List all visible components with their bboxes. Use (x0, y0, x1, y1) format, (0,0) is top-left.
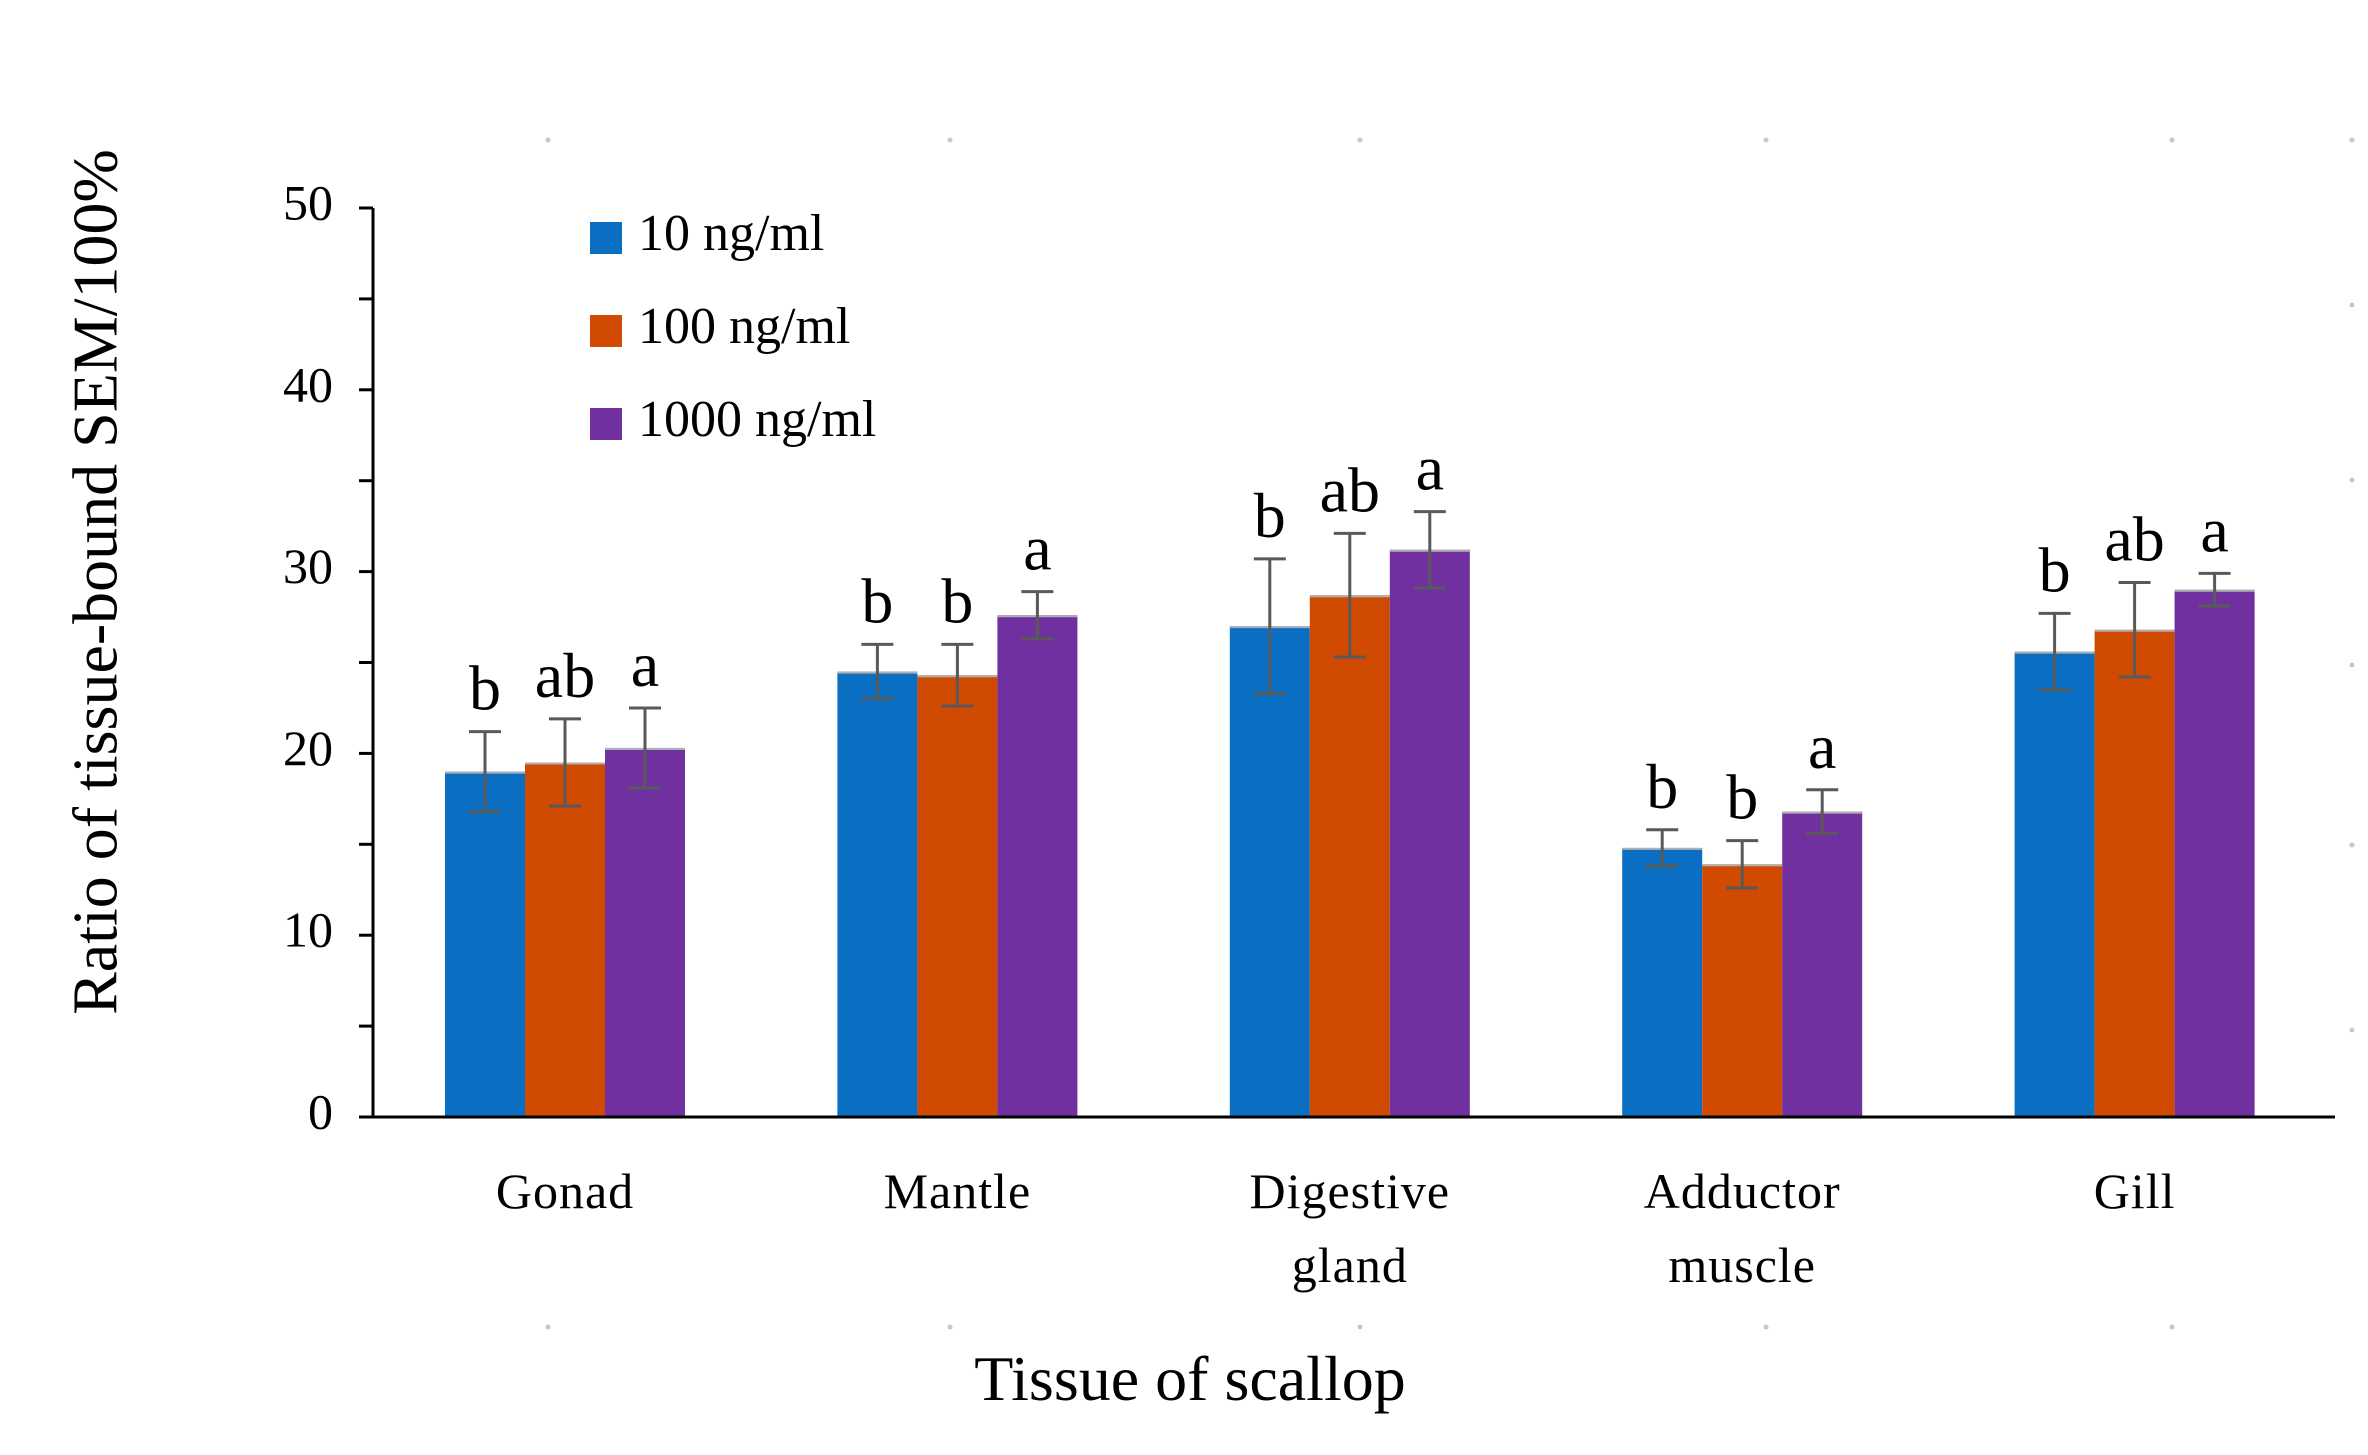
x-tick-label: gland (1292, 1237, 1408, 1293)
y-tick-label: 40 (283, 356, 333, 412)
axes-layer: 0 10 20 30 40 50 Gonad Mantle Digestive gland Addu… (283, 174, 2335, 1293)
grid-dot (947, 1324, 953, 1330)
grid-dot (2169, 1324, 2175, 1330)
y-tick-label: 20 (283, 720, 333, 776)
significance-letter: ab (535, 640, 595, 711)
significance-letter: a (1808, 711, 1836, 782)
y-tick-label: 30 (283, 538, 333, 594)
significance-letter: b (2039, 534, 2071, 605)
bar (1702, 864, 1783, 1117)
bar (605, 747, 685, 1117)
significance-letter: b (1726, 762, 1758, 833)
legend-swatch (590, 408, 622, 440)
x-tick-label: Mantle (884, 1163, 1032, 1219)
significance-letter: b (941, 565, 973, 636)
significance-letter: a (1023, 513, 1051, 584)
bar (2014, 651, 2095, 1117)
grid-dot (1357, 1324, 1363, 1330)
x-tick-label: Gill (2094, 1163, 2176, 1219)
grid-dot (545, 137, 551, 143)
x-tick-label: Adductor (1644, 1163, 1841, 1219)
significance-letter: a (1416, 433, 1444, 504)
significance-letter: b (469, 653, 501, 724)
legend: 10 ng/ml 100 ng/ml 1000 ng/ml (590, 205, 876, 448)
significance-letter: b (1646, 751, 1678, 822)
grid-dot (947, 137, 953, 143)
bar (525, 762, 605, 1117)
legend-label: 10 ng/ml (638, 205, 824, 262)
y-tick-label: 50 (283, 174, 333, 230)
bar (445, 771, 525, 1117)
x-tick-label: Digestive (1249, 1163, 1450, 1219)
legend-label: 100 ng/ml (638, 298, 850, 355)
grid-dot (2349, 302, 2355, 308)
bar (1782, 811, 1863, 1117)
grid-dot (1357, 137, 1363, 143)
bar (917, 675, 998, 1117)
significance-letter: ab (2104, 504, 2164, 575)
y-tick-label: 10 (283, 902, 333, 958)
bar (837, 671, 918, 1117)
significance-letter: a (2200, 494, 2228, 565)
x-axis-title: Tissue of scallop (974, 1343, 1405, 1414)
legend-swatch (590, 222, 622, 254)
grid-dot (2349, 662, 2355, 668)
grid-dot (2349, 842, 2355, 848)
grid-dot (2169, 137, 2175, 143)
bar (2094, 629, 2175, 1117)
x-tick-label: Gonad (496, 1163, 634, 1219)
grid-dot (545, 1324, 551, 1330)
bar (1622, 847, 1703, 1117)
legend-swatch (590, 315, 622, 347)
grid-dot (2349, 137, 2355, 143)
background-dots (545, 137, 2355, 1330)
significance-letter: b (861, 565, 893, 636)
bar (997, 615, 1078, 1117)
bar (1389, 549, 1470, 1117)
x-tick-label: muscle (1668, 1237, 1816, 1293)
bar (1309, 595, 1390, 1117)
bar (2174, 589, 2255, 1117)
legend-label: 1000 ng/ml (638, 391, 876, 448)
y-tick-label: 0 (308, 1083, 333, 1139)
bars-layer (445, 549, 2255, 1117)
significance-letters-layer: b ab ab ba b ab ab bab ab a (469, 433, 2229, 833)
grid-dot (1763, 1324, 1769, 1330)
grid-dot (2349, 477, 2355, 483)
grid-dot (2349, 1027, 2355, 1033)
grid-dot (1763, 137, 1769, 143)
y-axis-title: Ratio of tissue-bound SEM/100% (60, 149, 131, 1015)
significance-letter: ab (1320, 454, 1380, 525)
bar (1229, 626, 1310, 1117)
significance-letter: b (1254, 480, 1286, 551)
error-bars-layer (469, 510, 2231, 890)
significance-letter: a (631, 629, 659, 700)
